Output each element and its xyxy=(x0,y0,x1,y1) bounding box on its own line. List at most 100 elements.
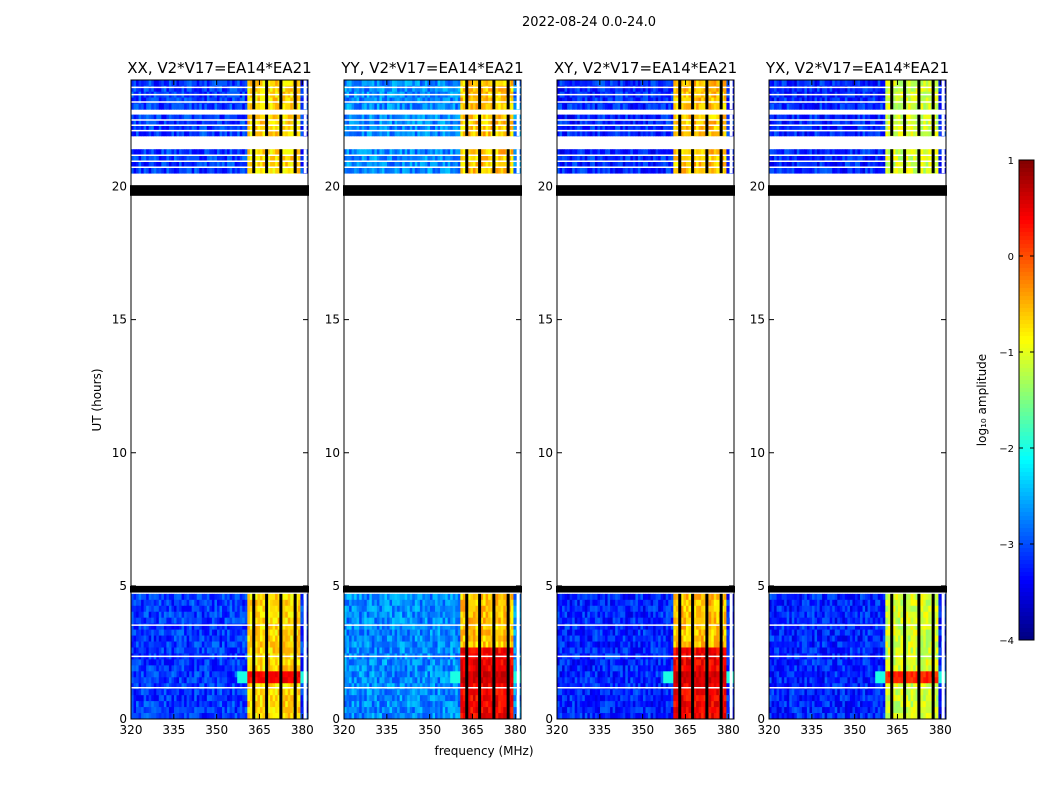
heatmap-cell xyxy=(184,665,188,672)
heatmap-cell xyxy=(384,611,388,619)
heatmap-cell xyxy=(158,707,162,714)
heatmap-cell xyxy=(295,599,299,607)
heatmap-cell xyxy=(300,641,304,648)
heatmap-cell xyxy=(257,114,261,121)
heatmap-cell xyxy=(366,130,370,137)
heatmap-cell xyxy=(404,677,408,684)
heatmap-cell xyxy=(447,611,451,619)
heatmap-cell xyxy=(191,695,195,702)
heatmap-cell xyxy=(452,689,456,696)
heatmap-cell xyxy=(472,161,476,168)
heatmap-cell xyxy=(131,97,134,104)
heatmap-cell xyxy=(429,85,433,93)
heatmap-cell xyxy=(168,683,172,690)
heatmap-cell xyxy=(163,671,167,678)
heatmap-cell xyxy=(196,97,200,104)
heatmap-cell xyxy=(467,119,471,126)
heatmap-cell xyxy=(141,623,145,631)
heatmap-cell xyxy=(356,701,360,708)
heatmap-cell xyxy=(440,635,444,642)
heatmap-cell xyxy=(427,125,431,131)
heatmap-cell xyxy=(361,611,365,619)
heatmap-cell xyxy=(151,125,155,131)
heatmap-cell xyxy=(227,161,231,168)
heatmap-cell xyxy=(384,125,388,131)
flagged-frequency-column xyxy=(303,149,307,174)
heatmap-cell xyxy=(146,641,150,648)
heatmap-cell xyxy=(450,103,454,110)
heatmap-cell xyxy=(166,103,170,110)
heatmap-cell xyxy=(249,125,253,131)
heatmap-cell xyxy=(485,659,489,666)
heatmap-cell xyxy=(419,114,423,121)
heatmap-cell xyxy=(229,605,233,613)
heatmap-cell xyxy=(407,114,411,121)
heatmap-cell xyxy=(239,167,243,174)
heatmap-cell xyxy=(181,671,185,678)
heatmap-cell xyxy=(429,713,433,720)
heatmap-cell xyxy=(222,713,225,720)
heatmap-cell xyxy=(290,599,294,607)
heatmap-cell xyxy=(156,689,160,696)
heatmap-cell xyxy=(163,647,167,654)
heatmap-cell xyxy=(442,635,446,642)
heatmap-cell xyxy=(189,97,193,104)
heatmap-cell xyxy=(513,593,517,601)
heatmap-cell xyxy=(229,611,233,619)
heatmap-cell xyxy=(510,641,514,648)
heatmap-cell xyxy=(508,85,512,93)
heatmap-cell xyxy=(397,629,401,636)
heatmap-cell xyxy=(485,161,489,168)
heatmap-cell xyxy=(361,85,365,93)
heatmap-cell xyxy=(467,80,471,87)
heatmap-cell xyxy=(450,161,454,168)
heatmap-cell xyxy=(518,623,522,631)
heatmap-cell xyxy=(498,629,502,636)
heatmap-cell xyxy=(227,665,231,672)
heatmap-cell xyxy=(475,114,479,121)
heatmap-cell xyxy=(211,80,215,87)
heatmap-cell xyxy=(407,85,411,93)
heatmap-cell xyxy=(181,641,185,648)
heatmap-cell xyxy=(136,167,139,174)
heatmap-cell xyxy=(513,611,517,619)
heatmap-cell xyxy=(287,149,291,156)
heatmap-cell xyxy=(346,617,350,625)
heatmap-cell xyxy=(475,659,479,666)
heatmap-cell xyxy=(392,114,395,121)
heatmap-cell xyxy=(376,695,380,702)
heatmap-cell xyxy=(386,701,390,708)
heatmap-cell xyxy=(508,119,512,126)
heatmap-cell xyxy=(237,701,241,708)
heatmap-cell xyxy=(277,683,281,690)
heatmap-cell xyxy=(510,647,514,654)
heatmap-cell xyxy=(404,119,408,126)
heatmap-cell xyxy=(402,599,406,607)
heatmap-cell xyxy=(513,97,517,104)
heatmap-cell xyxy=(569,599,573,607)
heatmap-cell xyxy=(384,599,388,607)
heatmap-cell xyxy=(359,665,363,672)
heatmap-cell xyxy=(483,689,486,696)
heatmap-cell xyxy=(510,167,514,174)
heatmap-cell xyxy=(136,605,139,613)
heatmap-cell xyxy=(366,707,370,714)
heatmap-cell xyxy=(351,629,355,636)
heatmap-cell xyxy=(224,683,228,690)
heatmap-cell xyxy=(277,689,281,696)
heatmap-cell xyxy=(305,130,309,137)
heatmap-cell xyxy=(300,130,304,137)
heatmap-cell xyxy=(349,695,352,702)
heatmap-cell xyxy=(374,617,378,625)
heatmap-cell xyxy=(214,80,218,87)
heatmap-cell xyxy=(472,641,476,648)
heatmap-cell xyxy=(270,114,273,121)
heatmap-cell xyxy=(450,623,454,631)
heatmap-cell xyxy=(381,683,385,690)
heatmap-cell xyxy=(239,611,243,619)
heatmap-cell xyxy=(133,130,137,137)
heatmap-cell xyxy=(407,617,411,625)
heatmap-cell xyxy=(376,97,380,104)
heatmap-cell xyxy=(414,629,418,636)
heatmap-cell xyxy=(510,689,514,696)
